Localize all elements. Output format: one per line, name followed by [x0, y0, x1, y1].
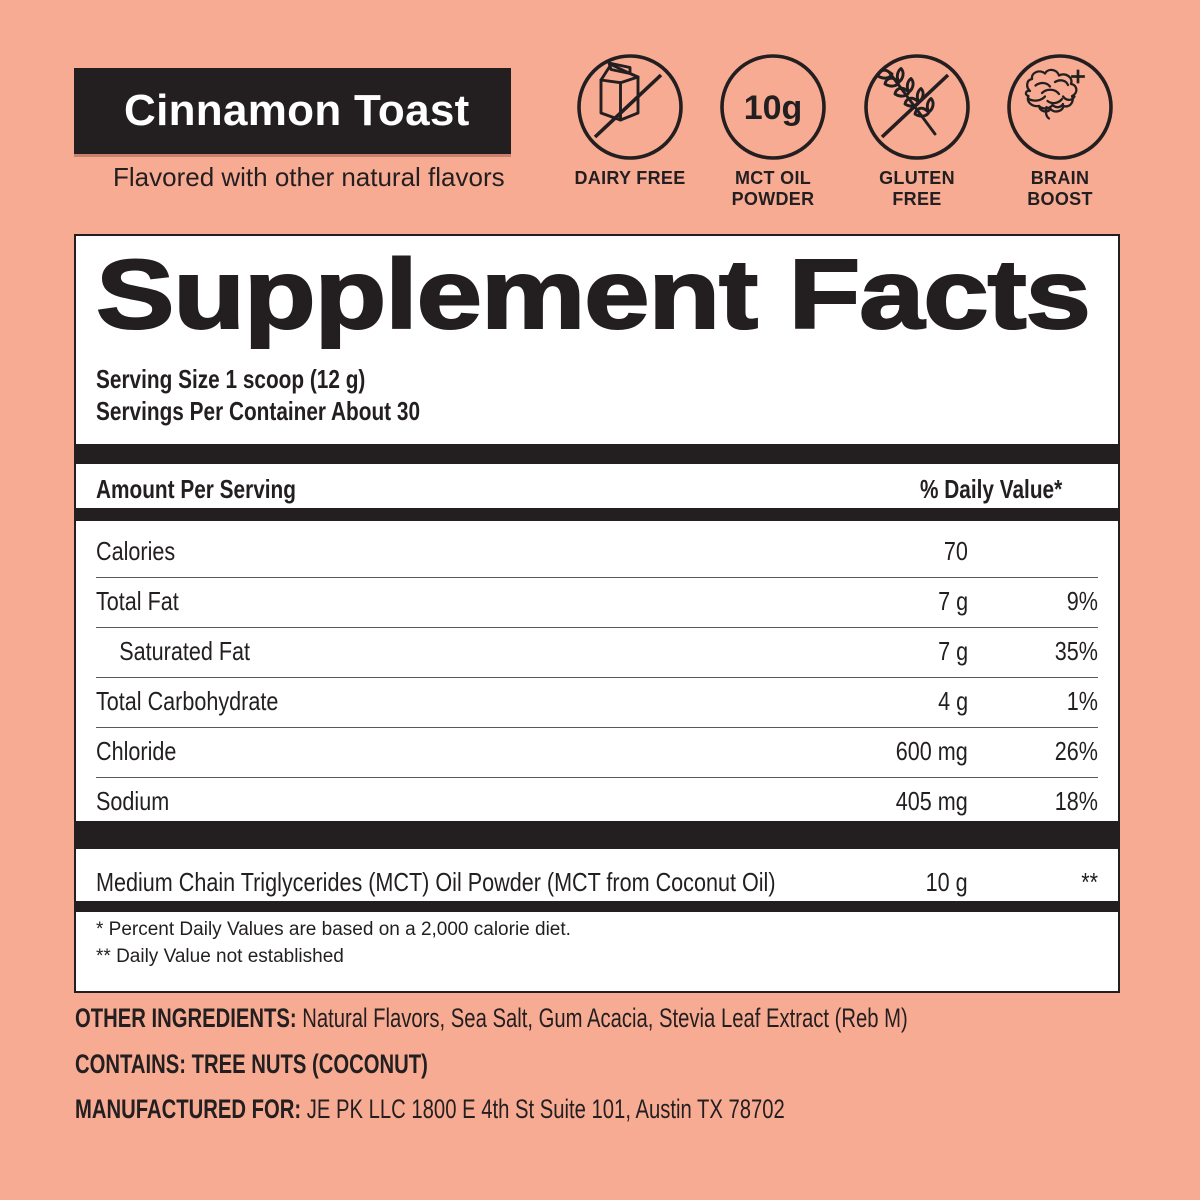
svg-text:10g: 10g	[744, 89, 803, 127]
